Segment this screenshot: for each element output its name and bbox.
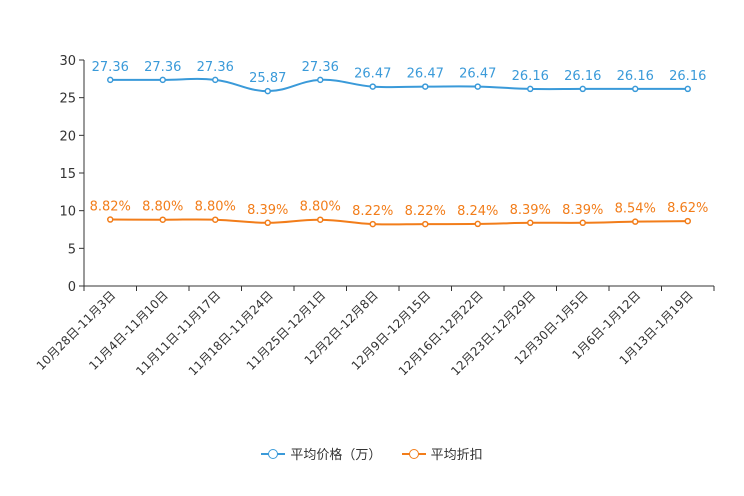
data-point-1 bbox=[317, 216, 324, 223]
data-point-1 bbox=[212, 216, 219, 223]
data-point-0 bbox=[107, 76, 114, 84]
data-label-1: 8.80% bbox=[142, 200, 183, 215]
data-label-1: 8.22% bbox=[405, 204, 446, 219]
legend-label-price: 平均价格（万） bbox=[290, 448, 382, 463]
data-label-0: 26.47 bbox=[354, 67, 391, 82]
legend-item-price[interactable]: 平均价格（万） bbox=[261, 444, 381, 463]
data-label-1: 8.24% bbox=[457, 204, 498, 219]
data-point-1 bbox=[107, 216, 114, 223]
data-point-0 bbox=[159, 76, 166, 84]
data-label-0: 27.36 bbox=[197, 60, 234, 75]
data-point-1 bbox=[264, 219, 271, 227]
legend: 平均价格（万） 平均折扣 bbox=[0, 444, 744, 464]
data-point-0 bbox=[474, 83, 481, 90]
legend-item-discount[interactable]: 平均折扣 bbox=[401, 444, 483, 463]
data-point-0 bbox=[369, 83, 376, 90]
data-point-1 bbox=[369, 220, 376, 228]
data-label-1: 8.54% bbox=[615, 202, 656, 217]
data-label-0: 27.36 bbox=[302, 60, 339, 75]
y-tick-label: 25 bbox=[59, 92, 76, 107]
data-point-1 bbox=[632, 218, 639, 225]
data-label-0: 26.16 bbox=[564, 69, 601, 84]
legend-label-discount: 平均折扣 bbox=[430, 448, 483, 463]
data-point-1 bbox=[579, 219, 586, 227]
data-point-0 bbox=[317, 76, 324, 84]
data-label-0: 26.47 bbox=[407, 67, 444, 82]
series-line-1 bbox=[110, 218, 688, 226]
data-point-0 bbox=[579, 85, 586, 93]
data-label-0: 25.87 bbox=[249, 71, 286, 86]
legend-swatch-discount bbox=[401, 448, 426, 460]
data-point-1 bbox=[422, 220, 429, 228]
series-line-0 bbox=[110, 77, 688, 93]
data-label-0: 26.47 bbox=[459, 67, 496, 82]
data-point-0 bbox=[422, 83, 429, 90]
y-tick-label: 20 bbox=[59, 129, 76, 144]
data-point-0 bbox=[684, 85, 691, 93]
data-label-0: 27.36 bbox=[144, 60, 181, 75]
data-label-1: 8.39% bbox=[510, 203, 551, 218]
data-label-1: 8.80% bbox=[300, 200, 341, 215]
legend-swatch-price bbox=[261, 448, 286, 460]
y-tick-label: 30 bbox=[59, 54, 76, 69]
data-label-0: 26.16 bbox=[512, 69, 549, 84]
data-label-1: 8.39% bbox=[247, 203, 288, 218]
data-label-0: 26.16 bbox=[617, 69, 654, 84]
data-point-0 bbox=[527, 85, 534, 93]
y-tick-label: 15 bbox=[59, 167, 76, 182]
data-point-1 bbox=[474, 220, 481, 228]
data-point-1 bbox=[527, 219, 534, 227]
data-point-0 bbox=[632, 85, 639, 93]
data-label-1: 8.39% bbox=[562, 203, 603, 218]
data-point-1 bbox=[684, 217, 691, 225]
data-label-0: 26.16 bbox=[669, 69, 706, 84]
data-label-1: 8.62% bbox=[667, 201, 708, 216]
data-label-1: 8.82% bbox=[90, 200, 131, 215]
data-label-1: 8.22% bbox=[352, 204, 393, 219]
y-tick-label: 5 bbox=[68, 242, 76, 257]
data-point-0 bbox=[212, 76, 219, 84]
data-label-0: 27.36 bbox=[92, 60, 129, 75]
y-tick-label: 10 bbox=[59, 205, 76, 220]
data-point-0 bbox=[264, 87, 271, 95]
data-point-1 bbox=[159, 216, 166, 223]
data-label-1: 8.80% bbox=[195, 200, 236, 215]
y-tick-label: 0 bbox=[68, 280, 76, 295]
